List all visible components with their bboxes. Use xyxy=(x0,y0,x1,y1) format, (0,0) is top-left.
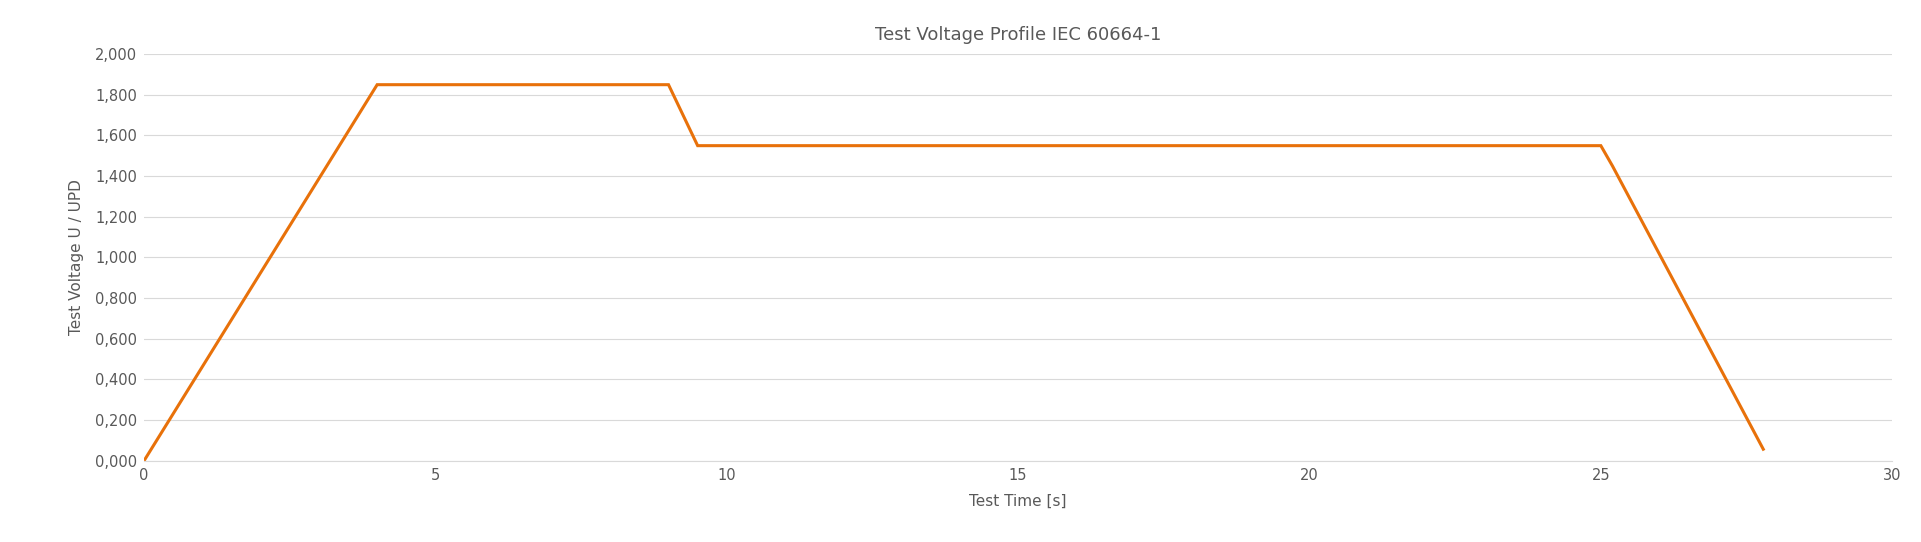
Title: Test Voltage Profile IEC 60664-1: Test Voltage Profile IEC 60664-1 xyxy=(874,27,1162,44)
X-axis label: Test Time [s]: Test Time [s] xyxy=(970,494,1066,509)
Y-axis label: Test Voltage U / UPD: Test Voltage U / UPD xyxy=(69,179,85,335)
